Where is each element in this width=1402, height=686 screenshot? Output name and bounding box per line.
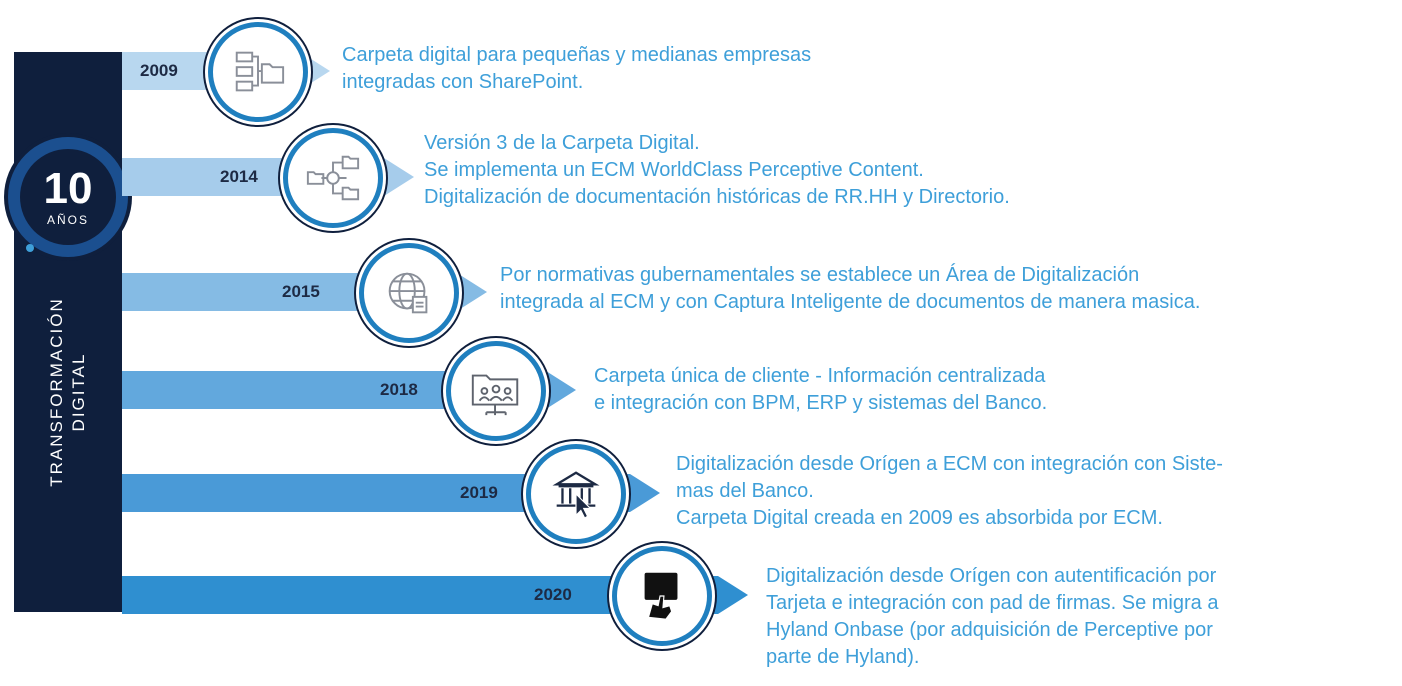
bank-cursor-icon xyxy=(552,471,600,520)
milestone-description: Digitalización desde Orígen con autentif… xyxy=(766,565,1219,668)
milestone-icon-circle xyxy=(446,341,546,441)
milestone-description: Versión 3 de la Carpeta Digital. Se impl… xyxy=(424,132,1010,208)
milestone-icon-circle xyxy=(283,128,383,228)
year-label: 2009 xyxy=(140,61,178,80)
milestone-description: Carpeta única de cliente - Información c… xyxy=(594,365,1048,414)
milestone-icon-circle xyxy=(208,22,308,122)
year-label: 2018 xyxy=(380,380,418,399)
milestone-icon-circle xyxy=(359,243,459,343)
year-label: 2019 xyxy=(460,483,498,502)
milestone-description: Digitalización desde Orígen a ECM con in… xyxy=(676,453,1223,529)
folder-users-icon xyxy=(471,374,519,416)
folder-hub-icon xyxy=(306,155,360,201)
milestone-icon-circle xyxy=(612,546,712,646)
milestone-description: Por normativas gubernamentales se establ… xyxy=(500,264,1201,313)
milestone-icon-circle xyxy=(526,444,626,544)
milestone-description: Carpeta digital para pequeñas y medianas… xyxy=(342,44,812,93)
sidebar-title: TRANSFORMACIÓN DIGITAL xyxy=(46,297,90,487)
year-label: 2014 xyxy=(220,167,258,186)
badge-number: 10 xyxy=(43,164,93,213)
anniversary-badge: 10 AÑOS xyxy=(8,137,128,257)
year-label: 2015 xyxy=(282,282,320,301)
card-signature-icon xyxy=(644,572,678,620)
sidebar-title-line1: TRANSFORMACIÓN xyxy=(47,297,66,487)
badge-dot xyxy=(26,244,34,252)
badge-label: AÑOS xyxy=(46,213,89,227)
sidebar-title-line2: DIGITAL xyxy=(69,352,88,432)
globe-document-icon xyxy=(388,272,428,314)
year-label: 2020 xyxy=(534,585,572,604)
badge-inner: 10 AÑOS xyxy=(20,149,116,245)
folder-network-icon xyxy=(235,51,285,92)
